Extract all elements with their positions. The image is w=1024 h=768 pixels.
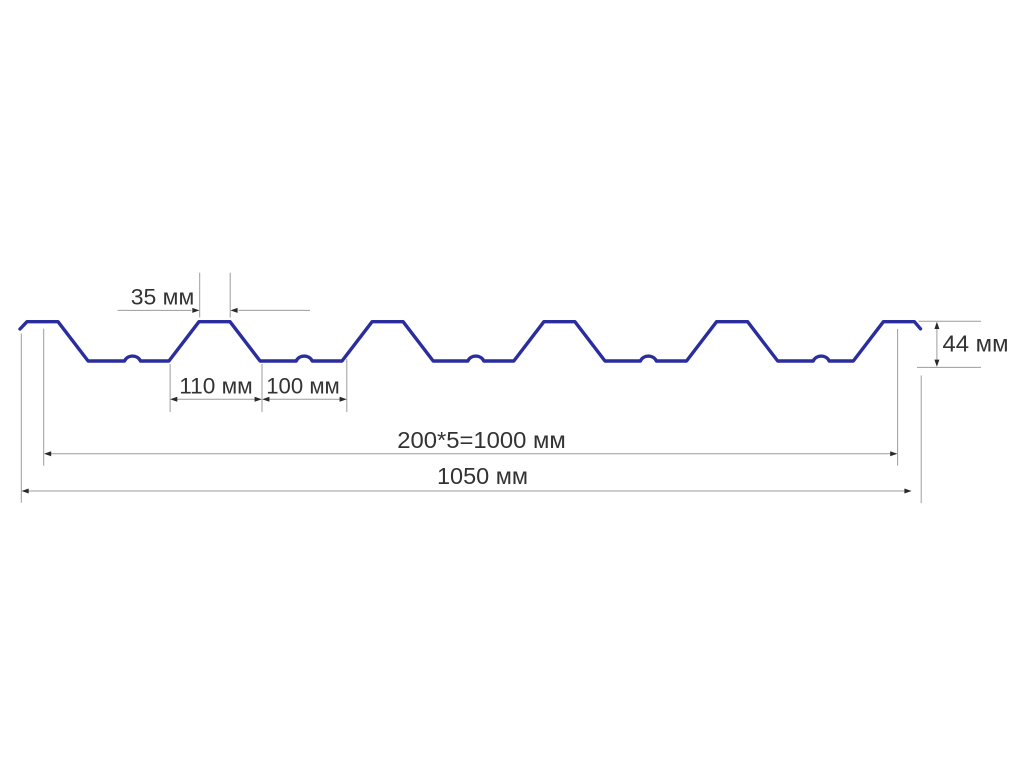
svg-text:35 мм: 35 мм <box>131 285 195 310</box>
svg-text:1050 мм: 1050 мм <box>437 463 528 489</box>
svg-text:200*5=1000 мм: 200*5=1000 мм <box>397 427 566 453</box>
svg-text:44 мм: 44 мм <box>943 330 1009 356</box>
svg-text:100 мм: 100 мм <box>266 373 340 398</box>
svg-text:110 мм: 110 мм <box>179 373 253 398</box>
